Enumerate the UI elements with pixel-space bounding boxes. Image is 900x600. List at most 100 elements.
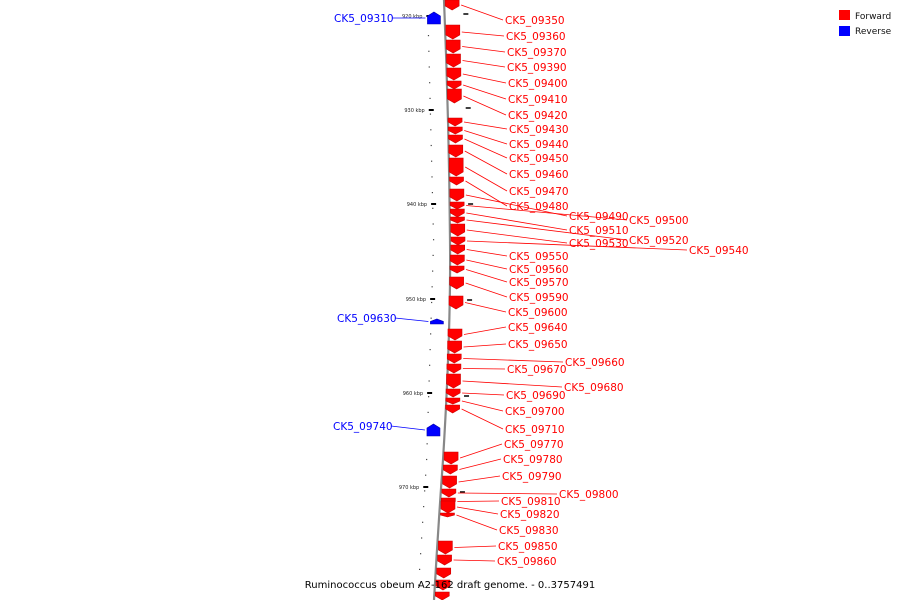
forward-gene-arrow[interactable] xyxy=(443,451,459,465)
forward-gene-arrow[interactable] xyxy=(450,208,465,218)
gene-ck5_09550[interactable]: CK5_09550 xyxy=(450,244,569,263)
gene-label[interactable]: CK5_09510 xyxy=(569,225,629,237)
forward-gene-arrow[interactable] xyxy=(449,265,465,274)
gene-label[interactable]: CK5_09780 xyxy=(503,454,563,466)
gene-ck5_09810[interactable]: CK5_09810 xyxy=(441,496,561,508)
gene-ck5_09370[interactable]: CK5_09370 xyxy=(445,39,567,59)
gene-label[interactable]: CK5_09480 xyxy=(509,201,569,213)
gene-label[interactable]: CK5_09550 xyxy=(509,251,569,263)
forward-gene-arrow[interactable] xyxy=(442,475,457,489)
forward-gene-arrow[interactable] xyxy=(450,244,465,255)
gene-ck5_09790[interactable]: CK5_09790 xyxy=(442,471,562,489)
gene-label[interactable]: CK5_09430 xyxy=(509,124,569,136)
gene-ck5_09820[interactable]: CK5_09820 xyxy=(440,500,560,521)
gene-label[interactable]: CK5_09650 xyxy=(508,339,568,351)
forward-gene-arrow[interactable] xyxy=(449,188,465,202)
gene-ck5_09400[interactable]: CK5_09400 xyxy=(446,67,568,90)
forward-gene-arrow[interactable] xyxy=(450,216,465,224)
forward-gene-arrow[interactable] xyxy=(444,0,460,11)
gene-label[interactable]: CK5_09770 xyxy=(504,439,564,451)
gene-label[interactable]: CK5_09640 xyxy=(508,322,568,334)
gene-label[interactable]: CK5_09790 xyxy=(502,471,562,483)
gene-label[interactable]: CK5_09370 xyxy=(507,47,567,59)
gene-label[interactable]: CK5_09440 xyxy=(509,139,569,151)
gene-label[interactable]: CK5_09460 xyxy=(509,169,569,181)
forward-gene-arrow[interactable] xyxy=(448,157,464,177)
gene-ck5_09860[interactable]: CK5_09860 xyxy=(437,554,557,568)
forward-gene-arrow[interactable] xyxy=(450,254,465,266)
forward-gene-arrow[interactable] xyxy=(449,176,464,186)
gene-ck5_09310[interactable]: CK5_09310 xyxy=(334,11,441,25)
gene-unlabeled[interactable] xyxy=(434,591,450,600)
gene-ck5_09660[interactable]: CK5_09660 xyxy=(446,353,625,369)
gene-ck5_09430[interactable]: CK5_09430 xyxy=(447,117,569,136)
gene-label[interactable]: CK5_09420 xyxy=(508,110,568,122)
gene-label[interactable]: CK5_09810 xyxy=(501,496,561,508)
forward-gene-arrow[interactable] xyxy=(434,591,450,600)
gene-ck5_09600[interactable]: CK5_09600 xyxy=(448,295,568,319)
gene-ck5_09670[interactable]: CK5_09670 xyxy=(446,363,567,376)
gene-ck5_09480[interactable]: CK5_09480 xyxy=(449,176,569,213)
forward-gene-arrow[interactable] xyxy=(446,53,461,68)
gene-ck5_09650[interactable]: CK5_09650 xyxy=(447,339,568,354)
gene-ck5_09780[interactable]: CK5_09780 xyxy=(443,454,563,475)
gene-ck5_09500[interactable]: CK5_09500 xyxy=(449,201,689,227)
gene-ck5_09360[interactable]: CK5_09360 xyxy=(445,24,566,43)
forward-gene-arrow[interactable] xyxy=(440,512,455,518)
gene-label[interactable]: CK5_09540 xyxy=(689,245,749,257)
gene-ck5_09410[interactable]: CK5_09410 xyxy=(446,80,568,106)
reverse-gene-arrow[interactable] xyxy=(430,318,444,325)
gene-label[interactable]: CK5_09360 xyxy=(506,31,566,43)
forward-gene-arrow[interactable] xyxy=(445,404,460,414)
forward-gene-arrow[interactable] xyxy=(437,554,452,566)
gene-label[interactable]: CK5_09350 xyxy=(505,15,565,27)
gene-label[interactable]: CK5_09310 xyxy=(334,13,394,25)
gene-label[interactable]: CK5_09470 xyxy=(509,186,569,198)
reverse-gene-arrow[interactable] xyxy=(426,423,441,437)
gene-ck5_09770[interactable]: CK5_09770 xyxy=(443,439,564,465)
forward-gene-arrow[interactable] xyxy=(450,223,466,237)
gene-ck5_09630[interactable]: CK5_09630 xyxy=(337,313,444,325)
gene-ck5_09460[interactable]: CK5_09460 xyxy=(448,144,569,181)
forward-gene-arrow[interactable] xyxy=(448,144,464,158)
forward-gene-arrow[interactable] xyxy=(446,363,462,374)
gene-label[interactable]: CK5_09390 xyxy=(507,62,567,74)
gene-label[interactable]: CK5_09860 xyxy=(497,556,557,568)
gene-ck5_09690[interactable]: CK5_09690 xyxy=(445,388,566,402)
gene-ck5_09700[interactable]: CK5_09700 xyxy=(445,397,565,418)
gene-label[interactable]: CK5_09590 xyxy=(509,292,569,304)
forward-gene-arrow[interactable] xyxy=(445,388,461,398)
forward-gene-arrow[interactable] xyxy=(446,373,461,389)
forward-gene-arrow[interactable] xyxy=(445,24,461,40)
gene-label[interactable]: CK5_09800 xyxy=(559,489,619,501)
gene-label[interactable]: CK5_09600 xyxy=(508,307,568,319)
gene-ck5_09640[interactable]: CK5_09640 xyxy=(447,322,568,341)
forward-gene-arrow[interactable] xyxy=(447,126,463,135)
forward-gene-arrow[interactable] xyxy=(441,488,457,498)
gene-ck5_09520[interactable]: CK5_09520 xyxy=(450,216,689,247)
gene-ck5_09490[interactable]: CK5_09490 xyxy=(449,188,629,223)
forward-gene-arrow[interactable] xyxy=(447,117,463,127)
gene-ck5_09850[interactable]: CK5_09850 xyxy=(438,540,558,555)
gene-ck5_09420[interactable]: CK5_09420 xyxy=(447,88,568,122)
gene-unlabeled[interactable] xyxy=(435,579,451,591)
gene-label[interactable]: CK5_09850 xyxy=(498,541,558,553)
gene-ck5_09740[interactable]: CK5_09740 xyxy=(333,421,441,437)
gene-label[interactable]: CK5_09710 xyxy=(505,424,565,436)
gene-label[interactable]: CK5_09690 xyxy=(506,390,566,402)
forward-gene-arrow[interactable] xyxy=(445,397,461,405)
gene-label[interactable]: CK5_09740 xyxy=(333,421,393,433)
gene-label[interactable]: CK5_09520 xyxy=(629,235,689,247)
gene-label[interactable]: CK5_09680 xyxy=(564,382,624,394)
forward-gene-arrow[interactable] xyxy=(436,567,452,579)
forward-gene-arrow[interactable] xyxy=(440,500,456,514)
reverse-gene-arrow[interactable] xyxy=(427,11,441,25)
forward-gene-arrow[interactable] xyxy=(447,88,462,104)
gene-label[interactable]: CK5_09490 xyxy=(569,211,629,223)
gene-ck5_09710[interactable]: CK5_09710 xyxy=(445,404,565,436)
forward-gene-arrow[interactable] xyxy=(448,295,464,310)
forward-gene-arrow[interactable] xyxy=(446,80,462,90)
gene-label[interactable]: CK5_09570 xyxy=(509,277,569,289)
gene-ck5_09590[interactable]: CK5_09590 xyxy=(449,276,569,304)
forward-gene-arrow[interactable] xyxy=(448,134,463,144)
